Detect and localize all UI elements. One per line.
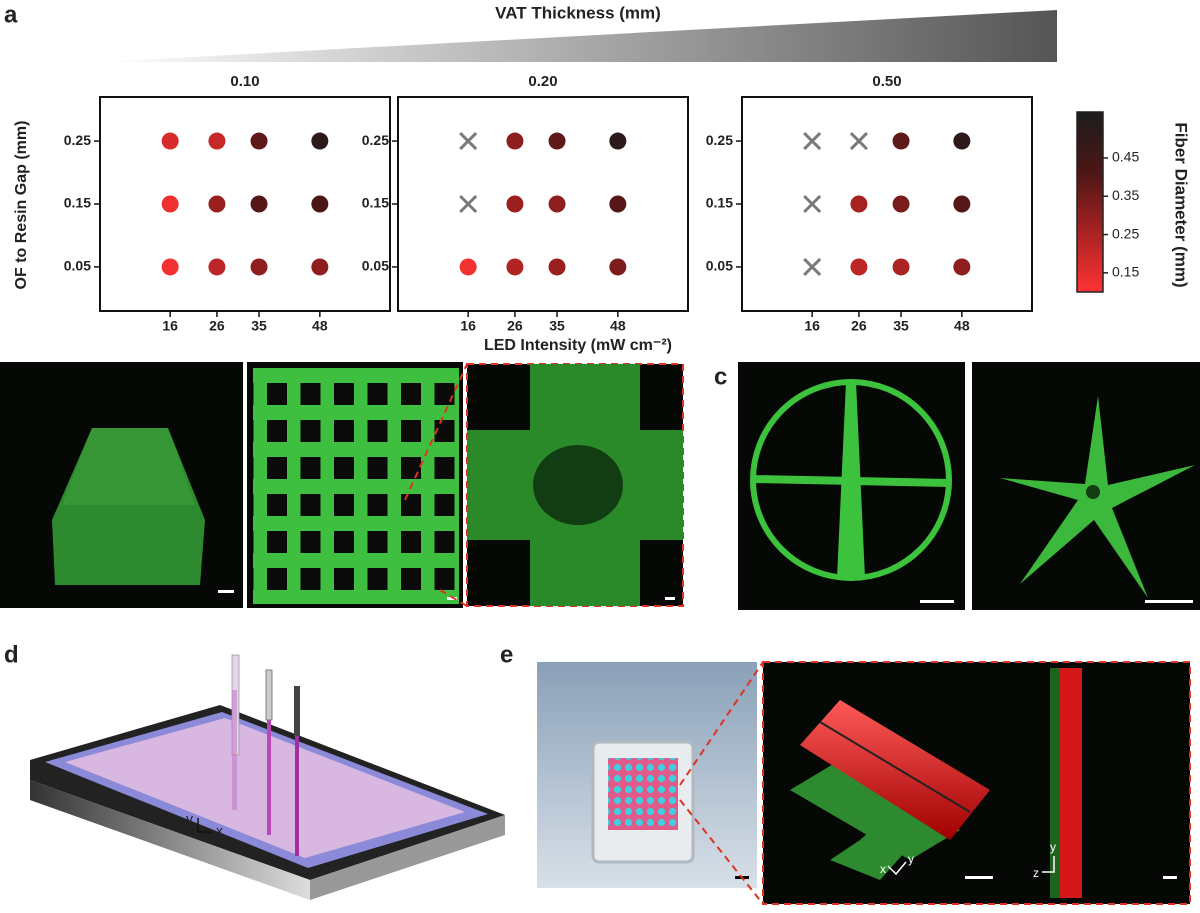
plot-frame [397,96,689,312]
plot-frame [99,96,391,312]
x-tick-label: 48 [610,318,626,334]
chart-title: 0.10 [230,73,259,90]
x-tick-label: 16 [460,318,476,334]
y-tick-label: 0.15 [706,195,733,211]
point [892,258,910,276]
y-tick-label: 0.15 [64,195,91,211]
point [311,132,329,150]
point [250,258,268,276]
y-tick-label: 0.05 [64,258,91,274]
point [548,132,566,150]
x-tick-label: 35 [549,318,565,334]
colorbar-tick-label: 0.45 [1112,149,1139,165]
point [161,195,179,213]
panel-label: c [714,363,727,390]
point [506,258,524,276]
point [161,132,179,150]
panel-label: e [500,641,513,668]
failed-marker [803,257,822,277]
point [459,258,477,276]
point [609,195,627,213]
point [311,195,329,213]
point [892,132,910,150]
colorbar-label: Fiber Diameter (mm) [1172,122,1191,287]
panel-c [738,362,1200,610]
point [311,258,329,276]
point [548,258,566,276]
panel-label: a [4,1,18,28]
axis-label: y [1050,840,1056,854]
y-tick-label: 0.15 [362,195,389,211]
axis-label: x [216,823,223,839]
axis-label: y [186,811,193,827]
y-axis-label: OF to Resin Gap (mm) [13,121,30,290]
panel-d [30,654,505,900]
axis-label: y [908,852,914,866]
y-tick-label: 0.05 [706,258,733,274]
thickness-wedge [100,10,1057,62]
x-tick-label: 16 [804,318,820,334]
point [506,195,524,213]
point [953,258,971,276]
point [506,132,524,150]
x-tick-label: 48 [312,318,328,334]
charts: 0.10 0.05 0.15 0.25 16 26 35 48 0.20 0.05 0.15 0.25… [64,73,1033,334]
plot-frame [741,96,1033,312]
point [850,258,868,276]
point [208,132,226,150]
point [609,258,627,276]
axis-label: z [1033,866,1039,880]
panel-label: d [4,641,19,668]
y-tick-label: 0.25 [64,132,91,148]
failed-marker [459,194,478,214]
point [953,195,971,213]
x-tick-label: 35 [893,318,909,334]
point [609,132,627,150]
axis-label: x [880,862,886,876]
point [208,258,226,276]
x-tick-label: 26 [507,318,523,334]
point [850,195,868,213]
point [208,195,226,213]
point [250,132,268,150]
colorbar [1076,111,1104,293]
failed-marker [803,194,822,214]
point [892,195,910,213]
y-tick-label: 0.25 [362,132,389,148]
x-tick-label: 16 [162,318,178,334]
point [548,195,566,213]
failed-marker [849,131,868,151]
panel-e [537,661,1191,905]
vat-title: VAT Thickness (mm) [495,3,661,22]
x-tick-label: 26 [851,318,867,334]
colorbar-tick-label: 0.25 [1112,225,1139,241]
x-tick-label: 35 [251,318,267,334]
x-tick-label: 48 [954,318,970,334]
x-axis-label: LED Intensity (mW cm⁻²) [484,337,672,354]
colorbar-tick-label: 0.15 [1112,264,1139,280]
panel-b [0,362,684,608]
y-tick-label: 0.25 [706,132,733,148]
x-tick-label: 26 [209,318,225,334]
point [161,258,179,276]
chart-title: 0.20 [528,73,557,90]
chart-title: 0.50 [872,73,901,90]
failed-marker [803,131,822,151]
failed-marker [459,131,478,151]
point [250,195,268,213]
y-tick-label: 0.05 [362,258,389,274]
point [953,132,971,150]
colorbar-tick-label: 0.35 [1112,187,1139,203]
